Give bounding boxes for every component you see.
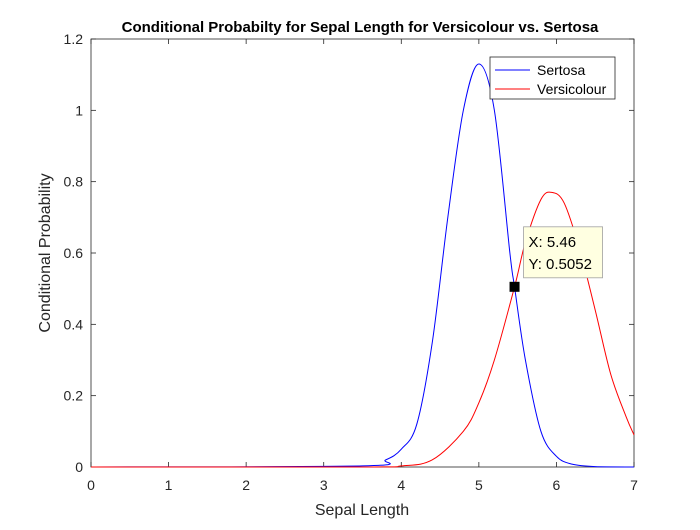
chart-title: Conditional Probabilty for Sepal Length … (122, 19, 599, 36)
legend-box (489, 56, 616, 100)
y-tick-label: 1 (75, 102, 83, 118)
datatip-marker[interactable] (509, 281, 520, 292)
legend-label-sertosa: Sertosa (537, 62, 585, 78)
y-tick-label: 0.8 (64, 174, 84, 190)
series-line-versicolour[interactable] (90, 191, 635, 468)
datatip-x-label: X: 5.46 (529, 234, 577, 251)
datatip-y-label: Y: 0.5052 (529, 256, 592, 273)
x-tick-label: 6 (553, 477, 561, 493)
x-tick-label: 7 (630, 477, 638, 493)
x-tick-label: 4 (397, 477, 405, 493)
datatip[interactable]: X: 5.46 Y: 0.5052 (509, 226, 603, 292)
x-tick-label: 3 (320, 477, 328, 493)
x-tick-label: 0 (87, 477, 95, 493)
y-tick-label: 0.4 (64, 316, 84, 332)
x-tick-label: 5 (475, 477, 483, 493)
x-axis-label: Sepal Length (315, 502, 409, 519)
x-axis: 0 1 2 3 4 5 6 7 (87, 39, 638, 493)
datatip-box (523, 226, 603, 279)
legend[interactable]: Sertosa Versicolour (489, 56, 616, 100)
y-tick-label: 0.6 (64, 245, 84, 261)
y-tick-label: 1.2 (64, 31, 84, 47)
series-line-sertosa[interactable] (90, 63, 635, 468)
y-axis-label: Conditional Probability (37, 173, 54, 332)
legend-label-versicolour: Versicolour (537, 81, 607, 97)
y-axis: 0 0.2 0.4 0.6 0.8 1 1.2 (64, 31, 634, 475)
y-tick-label: 0.2 (64, 388, 84, 404)
x-tick-label: 1 (165, 477, 173, 493)
y-tick-label: 0 (75, 459, 83, 475)
series-layer (90, 63, 635, 468)
x-tick-label: 2 (242, 477, 250, 493)
